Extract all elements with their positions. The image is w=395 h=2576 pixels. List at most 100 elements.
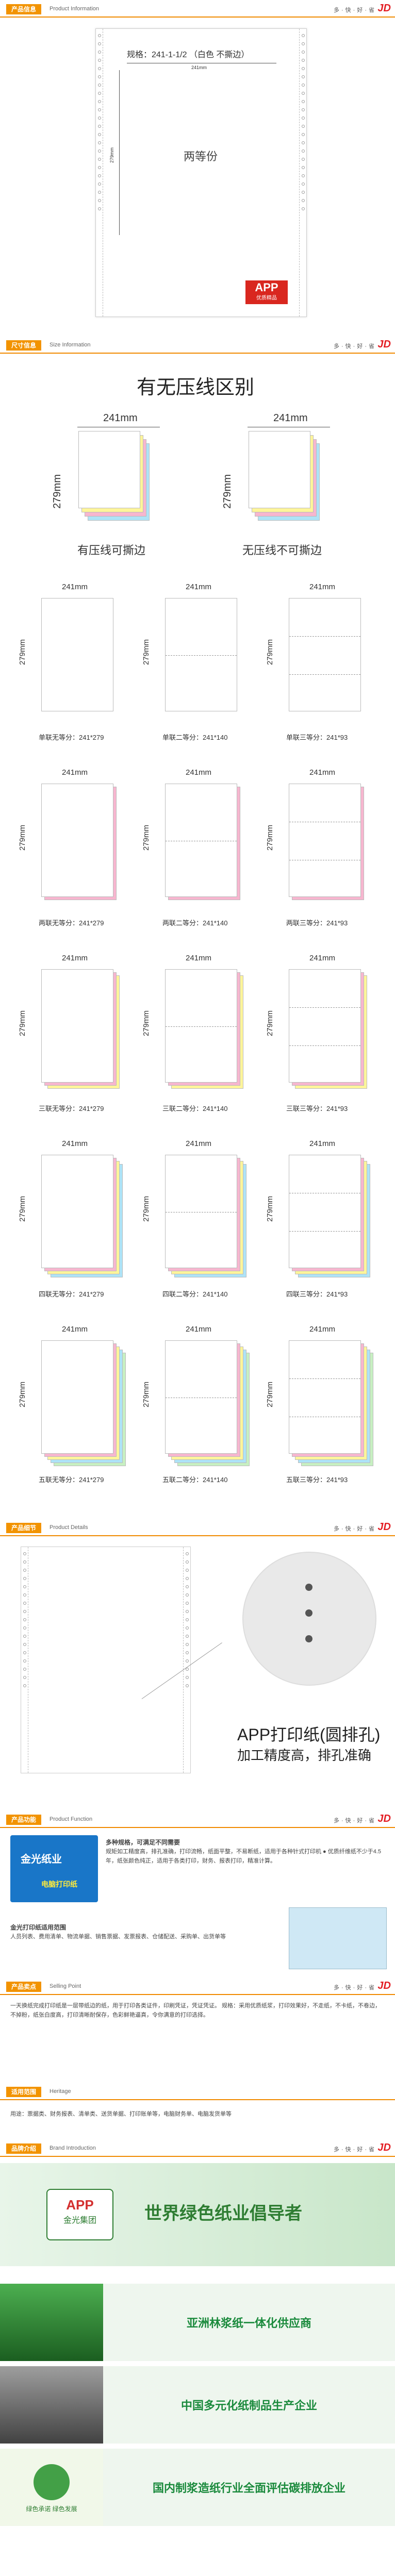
- selling-text: 一天换纸完成打印纸是一层带纸边的纸，用于打印各类证件，印刷凭证，凭证凭证。 规格…: [10, 2003, 381, 2018]
- paper-layer: [41, 784, 113, 897]
- compare-right-width: 241mm: [273, 412, 308, 424]
- variant-cell: 241mm 279mm 单联二等分：241*140: [142, 583, 255, 747]
- variant-height: 279mm: [18, 825, 27, 851]
- variant-width: 241mm: [309, 1325, 336, 1334]
- variant-height: 279mm: [18, 1010, 27, 1037]
- compare-right-caption: 无压线不可撕边: [242, 544, 322, 557]
- paper-layer: [289, 1340, 361, 1454]
- variant-caption: 单联三等分：241*93: [286, 734, 348, 741]
- variant-caption: 两联三等分：241*93: [286, 919, 348, 927]
- brand-banner: APP 金光集团 世界绿色纸业倡导者: [0, 2163, 395, 2266]
- variant-height: 279mm: [142, 1196, 151, 1222]
- jd-logo: JD: [377, 1521, 391, 1533]
- section-tag: 尺寸信息: [6, 340, 42, 351]
- paper-layer: [165, 598, 237, 711]
- paper-layer: [289, 784, 361, 897]
- variant-width: 241mm: [62, 1139, 88, 1148]
- paper-layer: [41, 598, 113, 711]
- paper-stack-image: [289, 1907, 387, 1969]
- variant-grid: 241mm 279mm 单联无等分：241*279 241mm 279mm 单联二等分：2…: [0, 572, 395, 1500]
- variant-cell: 241mm 279mm 五联三等分：241*93: [266, 1325, 379, 1490]
- variant-caption: 单联二等分：241*140: [162, 734, 228, 741]
- variant-caption: 五联二等分：241*140: [162, 1476, 228, 1484]
- product-box: 金光纸业 电脑打印纸: [10, 1835, 98, 1902]
- variant-cell: 241mm 279mm 四联无等分：241*279: [18, 1139, 131, 1304]
- center-label: 两等份: [184, 150, 218, 163]
- paper-layer: [289, 1155, 361, 1268]
- section-en: Size Information: [50, 342, 91, 348]
- section-tag: 适用范围: [6, 2087, 42, 2097]
- variant-width: 241mm: [62, 768, 88, 777]
- section-slogan: 多·快·好·省: [334, 2147, 376, 2153]
- variant-width: 241mm: [309, 1139, 336, 1148]
- section-en: Selling Point: [50, 1983, 81, 1989]
- variant-height: 279mm: [18, 1196, 27, 1222]
- product-sheet: 规格：241-1-1/2 （白色 不撕边） 241mm 279mm 两等份 AP…: [95, 28, 307, 317]
- section-slogan: 多·快·好·省: [334, 1526, 376, 1532]
- variant-width: 241mm: [62, 1325, 88, 1334]
- compare-left-height: 279mm: [52, 474, 63, 509]
- variant-caption: 三联二等分：241*140: [162, 1105, 228, 1112]
- jd-logo: JD: [377, 1813, 391, 1824]
- variant-height: 279mm: [266, 1382, 274, 1408]
- variant-cell: 241mm 279mm 两联二等分：241*140: [142, 768, 255, 933]
- detail-zoom-circle: [242, 1552, 376, 1686]
- section-bar-product-info: 产品信息 Product Information 多·快·好·省 JD: [0, 0, 395, 18]
- compare-right: 241mm 279mm 无压线不可撕边: [222, 412, 345, 572]
- variant-cell: 241mm 279mm 两联无等分：241*279: [18, 768, 131, 933]
- variant-height: 279mm: [18, 1382, 27, 1408]
- width-label: 241mm: [191, 65, 207, 70]
- variant-caption: 三联三等分：241*93: [286, 1105, 348, 1112]
- section-tag: 产品功能: [6, 1815, 42, 1825]
- heritage-text: 用途：票据类、财务报表、清单类、送货单据、打印账单等，电脑财务单、电脑发货单等: [10, 2111, 232, 2117]
- variant-caption: 四联无等分：241*279: [39, 1290, 104, 1298]
- variant-height: 279mm: [142, 1010, 151, 1037]
- paper-layer: [41, 969, 113, 1083]
- height-arrow: [119, 70, 120, 235]
- variant-caption: 四联二等分：241*140: [162, 1290, 228, 1298]
- variant-cell: 241mm 279mm 三联二等分：241*140: [142, 954, 255, 1119]
- paper-layer: [289, 598, 361, 711]
- section-tag: 产品信息: [6, 4, 42, 14]
- variant-width: 241mm: [186, 1139, 212, 1148]
- section-bar-brand: 品牌介绍 Brand Introduction 多·快·好·省 JD: [0, 2139, 395, 2157]
- left-holes: [96, 29, 103, 317]
- paper-layer: [41, 1340, 113, 1454]
- variant-cell: 241mm 279mm 四联三等分：241*93: [266, 1139, 379, 1304]
- variant-caption: 五联无等分：241*279: [39, 1476, 104, 1484]
- variant-caption: 两联无等分：241*279: [39, 919, 104, 927]
- variant-height: 279mm: [18, 639, 27, 666]
- section-slogan: 多·快·好·省: [334, 343, 376, 350]
- variant-caption: 单联无等分：241*279: [39, 734, 104, 741]
- variant-cell: 241mm 279mm 三联无等分：241*279: [18, 954, 131, 1119]
- section-bar-details: 产品细节 Product Details 多·快·好·省 JD: [0, 1519, 395, 1536]
- brand-row-3: 绿色承诺 绿色发展 国内制浆造纸行业全面评估碳排放企业: [0, 2449, 395, 2526]
- section-en: Product Function: [50, 1816, 93, 1822]
- variant-width: 241mm: [309, 583, 336, 591]
- variant-cell: 241mm 279mm 三联三等分：241*93: [266, 954, 379, 1119]
- variant-width: 241mm: [186, 768, 212, 777]
- section-slogan: 多·快·好·省: [334, 1985, 376, 1991]
- variant-cell: 241mm 279mm 单联无等分：241*279: [18, 583, 131, 747]
- app-logo: APP 优质精品: [245, 280, 288, 304]
- jd-logo: JD: [377, 339, 391, 350]
- paper-layer: [165, 969, 237, 1083]
- variant-cell: 241mm 279mm 两联三等分：241*93: [266, 768, 379, 933]
- section-bar-size-info: 尺寸信息 Size Information 多·快·好·省 JD: [0, 336, 395, 354]
- function-text2: 金光打印纸适用范围 人员列表、费用清单、物流单据、销售票据、发票报表、仓储配送、…: [10, 1924, 226, 1940]
- variant-width: 241mm: [186, 583, 212, 591]
- variant-height: 279mm: [266, 639, 274, 666]
- variant-cell: 241mm 279mm 单联三等分：241*93: [266, 583, 379, 747]
- compare-right-height: 279mm: [222, 474, 233, 509]
- variant-height: 279mm: [142, 825, 151, 851]
- jd-logo: JD: [377, 2142, 391, 2153]
- brand-row-1: 亚洲林浆纸一体化供应商: [0, 2284, 395, 2361]
- jd-logo: JD: [377, 1980, 391, 1991]
- right-holes: [299, 29, 306, 317]
- section-tag: 产品卖点: [6, 1982, 42, 1992]
- section-bar-selling: 产品卖点 Selling Point 多·快·好·省 JD: [0, 1977, 395, 1995]
- compare-left-width: 241mm: [103, 412, 138, 424]
- compare-left-caption: 有压线可撕边: [77, 544, 146, 557]
- variant-width: 241mm: [186, 1325, 212, 1334]
